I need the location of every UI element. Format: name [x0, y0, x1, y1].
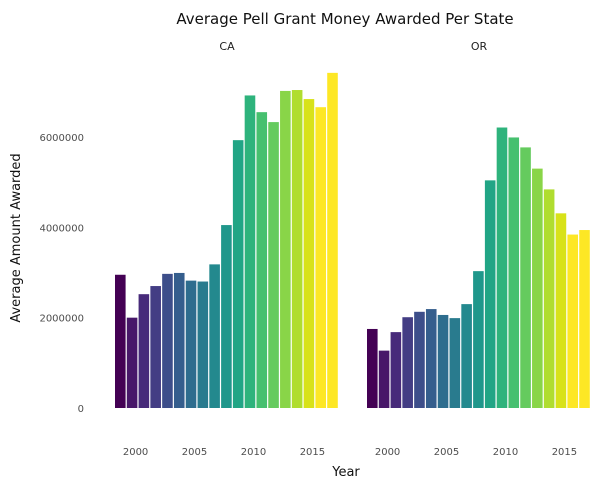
bar	[209, 264, 220, 408]
bar	[496, 127, 508, 408]
facet-panel-ca: CA 2000 2005 2010 2015	[115, 40, 338, 458]
bar	[579, 230, 590, 408]
x-tick-label: 2015	[552, 447, 577, 458]
x-tick-label: 2010	[241, 447, 266, 458]
bar	[461, 304, 472, 408]
x-tick-label: 2000	[375, 447, 400, 458]
facet-strip-label: OR	[471, 40, 488, 53]
bar	[244, 95, 256, 408]
bar	[378, 350, 390, 408]
facet-panels: CA 2000 2005 2010 2015 OR 2000 2005 2010 2015	[115, 40, 590, 458]
x-tick-label: 2015	[300, 447, 325, 458]
bar	[280, 90, 291, 409]
bar	[425, 309, 437, 408]
bar	[291, 90, 303, 408]
bar	[256, 112, 268, 408]
bar	[303, 99, 315, 408]
bar	[126, 317, 138, 408]
y-axis-label: Average Amount Awarded	[9, 153, 24, 322]
bar	[484, 180, 496, 408]
bar	[367, 328, 378, 408]
x-tick-label: 2010	[493, 447, 518, 458]
bar	[221, 225, 232, 408]
bar	[567, 234, 579, 408]
bar	[414, 311, 425, 408]
y-axis-ticks: 0 2000000 4000000 6000000	[39, 133, 84, 415]
bar	[437, 314, 449, 408]
bar	[508, 137, 520, 408]
y-tick-label: 4000000	[39, 223, 84, 234]
bar	[473, 271, 484, 408]
chart-title: Average Pell Grant Money Awarded Per Sta…	[176, 10, 513, 28]
bar	[185, 280, 197, 408]
x-tick-label: 2005	[434, 447, 459, 458]
y-tick-label: 2000000	[39, 314, 84, 325]
bar	[449, 318, 461, 408]
facet-panel-or: OR 2000 2005 2010 2015	[367, 40, 590, 458]
bar	[543, 189, 555, 408]
bar	[150, 286, 161, 408]
bar	[532, 168, 543, 408]
x-tick-label: 2000	[123, 447, 148, 458]
bar	[197, 281, 209, 408]
bar	[173, 272, 185, 408]
bar	[138, 294, 150, 408]
bar	[390, 332, 402, 408]
y-tick-label: 6000000	[39, 133, 84, 144]
bar	[315, 107, 327, 408]
bar	[520, 147, 531, 408]
x-tick-label: 2005	[182, 447, 207, 458]
bar	[327, 72, 338, 409]
bar	[268, 122, 279, 408]
bar	[402, 317, 413, 408]
x-axis-label: Year	[331, 465, 360, 480]
bar	[232, 140, 244, 408]
bar	[115, 274, 126, 408]
y-tick-label: 0	[78, 404, 84, 415]
facet-strip-label: CA	[219, 40, 235, 53]
bar	[162, 273, 173, 409]
bar	[555, 213, 567, 408]
